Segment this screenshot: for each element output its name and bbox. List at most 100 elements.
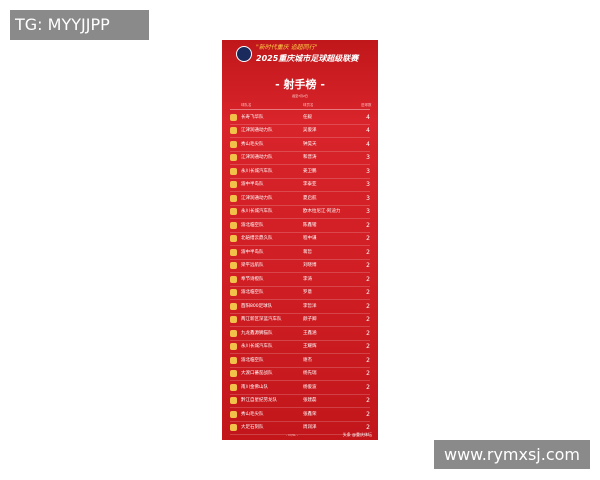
team-name: 渝中半岛队	[241, 249, 264, 255]
col-team: 球队名	[241, 103, 252, 107]
table-row: 北碚缙云鼎久队 程中谦 2	[230, 233, 370, 246]
col-goals: 进球数	[361, 103, 372, 107]
goal-count: 2	[366, 343, 370, 351]
team-badge-icon	[230, 370, 237, 378]
team-badge-icon	[230, 181, 237, 189]
team-badge-icon	[230, 397, 237, 405]
player-name: 杨先瑞	[303, 371, 317, 377]
goal-count: 2	[366, 221, 370, 229]
table-row: 大渡口蕃茄战队 杨先瑞 2	[230, 368, 370, 381]
team-badge-icon	[230, 316, 237, 324]
table-row: 大足石刻队 周润泽 2	[230, 422, 370, 435]
player-name: 欧木拉尼江·阿迪力	[303, 209, 341, 215]
team-badge-icon	[230, 248, 237, 256]
watermark-top: TG: MYYJJPP	[10, 10, 149, 40]
player-name: 李泰亚	[303, 182, 317, 188]
scorer-poster: "新时代重庆 追超同行" 2025重庆城市足球超级联赛 - 射手榜 - 截至7月…	[222, 40, 378, 440]
team-badge-icon	[230, 167, 237, 175]
table-row: 渝北临空队 陈鑫锴 2	[230, 219, 370, 233]
team-name: 大足石刻队	[241, 425, 264, 431]
goal-count: 2	[366, 235, 370, 243]
goal-count: 2	[366, 262, 370, 270]
goal-count: 2	[366, 410, 370, 418]
team-name: 永川长城汽车队	[241, 344, 273, 350]
player-name: 程中谦	[303, 236, 317, 242]
team-badge-icon	[230, 356, 237, 364]
team-name: 江津润通动力队	[241, 128, 273, 134]
poster-footer: - CQSL - 头条 @重庆体坛	[230, 431, 372, 438]
team-name: 长寿飞华队	[241, 114, 264, 120]
team-badge-icon	[230, 289, 237, 297]
table-row: 秀山毛尖队 钟昊天 4	[230, 138, 370, 152]
team-badge-icon	[230, 329, 237, 337]
goal-count: 3	[366, 167, 370, 175]
table-row: 永川长城汽车队 姜卫鹏 3	[230, 165, 370, 179]
goal-count: 2	[366, 289, 370, 297]
team-name: 两江新区深蓝汽车队	[241, 317, 282, 323]
table-row: 渝北临空队 谢杰 2	[230, 354, 370, 368]
team-name: 梁平远航队	[241, 263, 264, 269]
player-name: 夏启航	[303, 195, 317, 201]
player-name: 谢杰	[303, 357, 312, 363]
team-name: 渝北临空队	[241, 222, 264, 228]
player-name: 钟昊天	[303, 141, 317, 147]
team-name: 大渡口蕃茄战队	[241, 371, 273, 377]
table-row: 两江新区深蓝汽车队 颜子卿 2	[230, 314, 370, 327]
player-name: 周润泽	[303, 425, 317, 431]
table-row: 渝中半岛队 李泰亚 3	[230, 179, 370, 192]
player-name: 和晋涛	[303, 155, 317, 161]
team-badge-icon	[230, 383, 237, 391]
team-badge-icon	[230, 127, 237, 135]
team-badge-icon	[230, 343, 237, 351]
team-name: 渝中半岛队	[241, 182, 264, 188]
player-name: 罗意	[303, 290, 312, 296]
table-row: 江津润通动力队 夏启航 3	[230, 192, 370, 206]
goal-count: 2	[366, 383, 370, 391]
team-badge-icon	[230, 194, 237, 202]
goal-count: 2	[366, 302, 370, 310]
team-name: 奉节诗橙队	[241, 276, 264, 282]
table-row: 江津润通动力队 和晋涛 3	[230, 152, 370, 165]
table-row: 奉节诗橙队 李涛 2	[230, 273, 370, 287]
team-badge-icon	[230, 154, 237, 162]
table-row: 南川金佛山队 杨俊波 2	[230, 381, 370, 395]
goal-count: 3	[366, 208, 370, 216]
player-name: 李涛	[303, 276, 312, 282]
player-name: 王鑫涵	[303, 330, 317, 336]
player-name: 颜子卿	[303, 317, 317, 323]
team-name: 秀山毛尖队	[241, 141, 264, 147]
table-row: 酉阳800足球队 李哲洋 2	[230, 300, 370, 314]
team-badge-icon	[230, 410, 237, 418]
player-name: 李哲洋	[303, 303, 317, 309]
player-name: 张鑫荣	[303, 411, 317, 417]
goal-count: 3	[366, 194, 370, 202]
goal-count: 2	[366, 316, 370, 324]
credit: 头条 @重庆体坛	[342, 431, 372, 437]
goal-count: 2	[366, 275, 370, 283]
team-name: 江津润通动力队	[241, 155, 273, 161]
table-header: 球队名 球员名 进球数	[230, 101, 372, 110]
poster-title: 2025重庆城市足球超级联赛	[256, 54, 359, 63]
col-player: 球员名	[303, 103, 314, 107]
goal-count: 3	[366, 181, 370, 189]
goal-count: 3	[366, 154, 370, 162]
poster-heading: "新时代重庆 追超同行" 2025重庆城市足球超级联赛	[256, 44, 374, 64]
goal-count: 4	[366, 127, 370, 135]
team-name: 北碚缙云鼎久队	[241, 236, 273, 242]
table-row: 永川长城汽车队 王耀辉 2	[230, 341, 370, 354]
table-row: 秀山毛尖队 张鑫荣 2	[230, 408, 370, 422]
table-row: 江津润通动力队 吴俊泽 4	[230, 125, 370, 138]
player-name: 王耀辉	[303, 344, 317, 350]
player-name: 陈鑫锴	[303, 222, 317, 228]
team-name: 秀山毛尖队	[241, 411, 264, 417]
footer-mark: - CQSL -	[286, 432, 299, 437]
goal-count: 2	[366, 329, 370, 337]
team-badge-icon	[230, 221, 237, 229]
subtitle: 截至7月2日	[292, 94, 308, 98]
slogan: "新时代重庆 追超同行"	[256, 44, 318, 51]
player-name: 张建磊	[303, 398, 317, 404]
player-name: 蒋哲	[303, 249, 312, 255]
table-row: 渝北临空队 罗意 2	[230, 287, 370, 300]
team-badge-icon	[230, 208, 237, 216]
team-badge-icon	[230, 262, 237, 270]
